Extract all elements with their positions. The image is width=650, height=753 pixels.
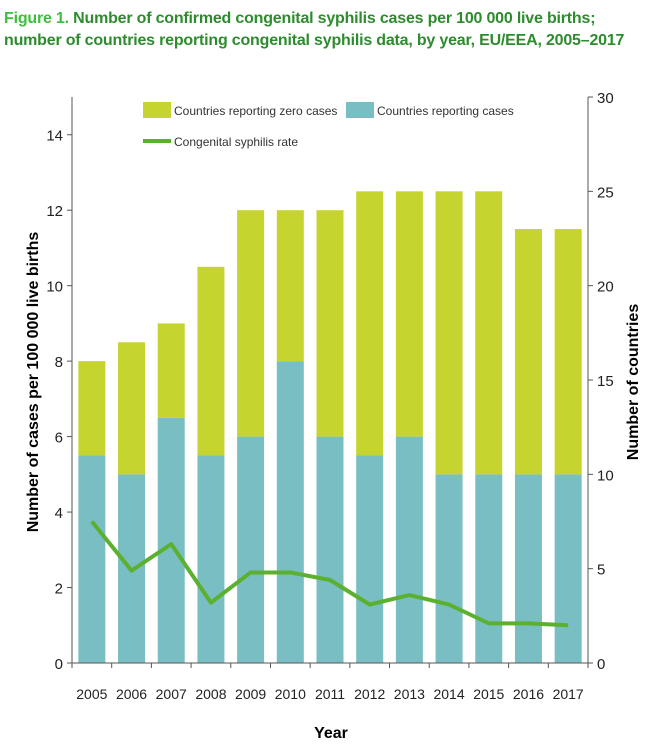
y-left-tick-label: 6 <box>55 430 63 447</box>
bar-zero-cases-2006 <box>118 342 146 475</box>
x-tick-label-2014: 2014 <box>433 686 464 702</box>
rate-line <box>90 520 569 628</box>
bar-reporting-cases-2017 <box>554 474 582 663</box>
y-right-tick-label: 20 <box>597 279 614 296</box>
x-tick-label-2007: 2007 <box>156 686 187 702</box>
legend-swatch-reporting-cases <box>346 102 374 118</box>
bar-reporting-cases-2014 <box>435 474 463 663</box>
y-left-tick-label: 4 <box>55 505 63 522</box>
bar-zero-cases-2005 <box>78 361 106 456</box>
line-layer <box>90 520 569 628</box>
y-right-tick-label: 25 <box>597 184 614 201</box>
x-tick-label-2009: 2009 <box>235 686 266 702</box>
x-tick-label-2008: 2008 <box>195 686 226 702</box>
x-tick-label-2015: 2015 <box>473 686 504 702</box>
x-tick-label-2013: 2013 <box>394 686 425 702</box>
x-tick-label-2010: 2010 <box>275 686 306 702</box>
legend-label-rate: Congenital syphilis rate <box>174 135 298 149</box>
bar-zero-cases-2015 <box>475 191 503 475</box>
bar-zero-cases-2009 <box>237 210 265 437</box>
bar-zero-cases-2014 <box>435 191 463 475</box>
y-left-tick-label: 10 <box>46 279 63 296</box>
bar-zero-cases-2011 <box>316 210 344 437</box>
bar-reporting-cases-2012 <box>356 455 384 663</box>
bar-reporting-cases-2011 <box>316 436 344 663</box>
x-tick-label-2006: 2006 <box>116 686 147 702</box>
y-right-tick-label: 10 <box>597 467 614 484</box>
y-axis-right-title: Number of countries <box>625 304 642 461</box>
y-left-tick-label: 12 <box>46 203 63 220</box>
bar-reporting-cases-2005 <box>78 455 106 663</box>
bar-zero-cases-2012 <box>356 191 384 456</box>
y-left-tick-label: 14 <box>46 128 63 145</box>
bar-zero-cases-2013 <box>395 191 423 437</box>
bar-reporting-cases-2007 <box>157 417 185 663</box>
x-axis-title: Year <box>314 725 348 742</box>
x-tick-label-2005: 2005 <box>76 686 107 702</box>
x-tick-label-2011: 2011 <box>315 686 345 702</box>
bar-zero-cases-2016 <box>514 229 542 475</box>
y-right-tick-label: 15 <box>597 373 614 390</box>
y-right-tick-label: 5 <box>597 562 605 579</box>
axes-layer: 0 2 4 6 8 10 12 14 0 5 10 15 20 25 30 2005 2006 2007 2008 2… <box>46 90 613 702</box>
bar-reporting-cases-2010 <box>276 361 304 663</box>
x-tick-label-2017: 2017 <box>553 686 584 702</box>
y-left-tick-label: 8 <box>55 354 63 371</box>
bar-zero-cases-2017 <box>554 229 582 475</box>
figure-label: Figure 1. <box>4 10 69 27</box>
legend-label-reporting-cases: Countries reporting cases <box>377 104 514 118</box>
bar-reporting-cases-2013 <box>395 436 423 663</box>
y-left-tick-label: 2 <box>55 581 63 598</box>
legend: Countries reporting zero cases Countries… <box>143 102 514 149</box>
bar-reporting-cases-2015 <box>475 474 503 663</box>
bar-reporting-cases-2008 <box>197 455 225 663</box>
legend-swatch-zero-cases <box>143 102 171 118</box>
legend-label-zero-cases: Countries reporting zero cases <box>174 104 337 118</box>
y-axis-left-title: Number of cases per 100 000 live births <box>25 232 42 533</box>
bar-zero-cases-2010 <box>276 210 304 362</box>
bar-zero-cases-2008 <box>197 266 225 456</box>
bar-zero-cases-2007 <box>157 323 185 418</box>
x-tick-label-2012: 2012 <box>354 686 385 702</box>
y-right-tick-label: 30 <box>597 90 614 107</box>
figure-title: Number of confirmed congenital syphilis … <box>4 10 625 49</box>
bar-reporting-cases-2016 <box>514 474 542 663</box>
bar-layer <box>78 191 582 663</box>
y-right-tick-label: 0 <box>597 656 605 673</box>
y-left-tick-label: 0 <box>55 656 63 673</box>
figure-caption: Figure 1. Number of confirmed congenital… <box>4 8 644 52</box>
x-tick-label-2016: 2016 <box>513 686 544 702</box>
bar-reporting-cases-2009 <box>237 436 265 663</box>
